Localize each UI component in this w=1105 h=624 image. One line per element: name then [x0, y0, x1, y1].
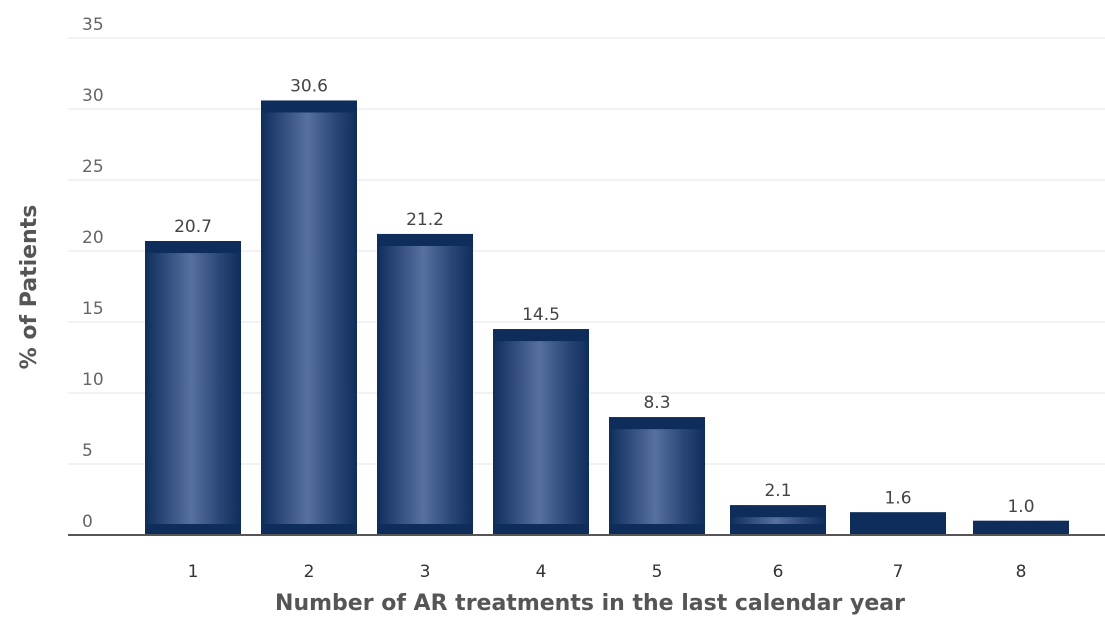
data-label: 1.6: [884, 488, 911, 508]
bar: [609, 417, 705, 535]
x-tick-label: 6: [773, 562, 784, 582]
x-tick-label: 3: [420, 562, 431, 582]
bar-top-cap: [145, 241, 241, 254]
data-label: 30.6: [290, 76, 328, 96]
y-tick-label: 10: [82, 370, 104, 390]
y-tick-label: 20: [82, 228, 104, 248]
y-tick-label: 15: [82, 299, 104, 319]
x-axis-ticks: 1 2 3 4 5 6 7 8: [188, 562, 1027, 582]
x-tick-label: 7: [893, 562, 904, 582]
x-tick-label: 5: [652, 562, 663, 582]
data-label: 2.1: [764, 481, 791, 501]
bar: [973, 520, 1069, 535]
data-label: 21.2: [406, 210, 444, 230]
bar-top-cap: [609, 417, 705, 430]
bar: [850, 512, 946, 535]
bar-body: [145, 241, 241, 535]
bar-body: [261, 100, 357, 535]
data-label: 20.7: [174, 217, 212, 237]
y-tick-label: 35: [82, 15, 104, 35]
bar-bottom-cap: [973, 524, 1069, 535]
y-axis-ticks: 0 5 10 15 20 25 30 35: [82, 15, 104, 532]
x-tick-label: 1: [188, 562, 199, 582]
bar-top-cap: [850, 512, 946, 525]
y-tick-label: 5: [82, 441, 93, 461]
bar: [730, 505, 826, 535]
bar: [145, 241, 241, 535]
bar-body: [377, 233, 473, 535]
data-labels: 20.7 30.6 21.2 14.5 8.3 2.1 1.6 1.0: [174, 76, 1034, 516]
bar-bottom-cap: [609, 524, 705, 535]
bars: [145, 100, 1069, 535]
data-label: 8.3: [643, 393, 670, 413]
bar: [377, 233, 473, 535]
x-axis-title: Number of AR treatments in the last cale…: [275, 591, 905, 616]
bar-bottom-cap: [730, 524, 826, 535]
data-label: 14.5: [522, 305, 560, 325]
bar-body: [609, 417, 705, 535]
bar-bottom-cap: [850, 524, 946, 535]
x-tick-label: 4: [536, 562, 547, 582]
data-label: 1.0: [1007, 497, 1034, 517]
bar-top-cap: [730, 505, 826, 518]
bar-top-cap: [493, 329, 589, 342]
bar: [493, 329, 589, 535]
y-axis-title: % of Patients: [17, 205, 42, 370]
bar-top-cap: [261, 100, 357, 113]
bar: [261, 100, 357, 535]
y-tick-label: 0: [82, 512, 93, 532]
y-tick-label: 25: [82, 157, 104, 177]
bar-body: [493, 329, 589, 535]
bar-top-cap: [377, 233, 473, 246]
bar-bottom-cap: [377, 524, 473, 535]
bar-bottom-cap: [261, 524, 357, 535]
bar-bottom-cap: [493, 524, 589, 535]
bar-bottom-cap: [145, 524, 241, 535]
x-tick-label: 8: [1016, 562, 1027, 582]
y-tick-label: 30: [82, 86, 104, 106]
x-tick-label: 2: [304, 562, 315, 582]
